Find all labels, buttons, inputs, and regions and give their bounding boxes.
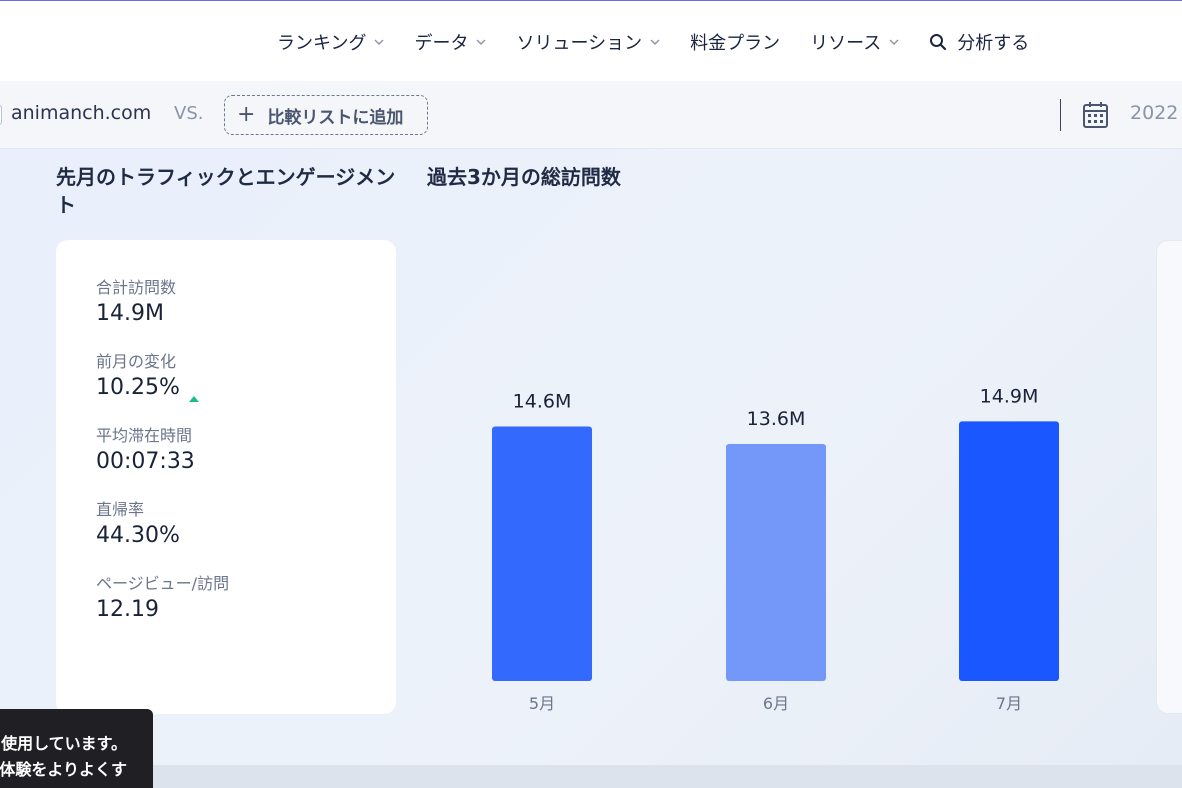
nav-item-resources[interactable]: リソース: [810, 29, 899, 55]
compare-bar: animanch.com VS. + 比較リストに追加 2022: [0, 81, 1182, 149]
bar-6月[interactable]: [726, 443, 826, 681]
nav-item-label: ランキング: [277, 32, 367, 54]
add-to-compare-label: 比較リストに追加: [267, 107, 404, 128]
search-icon: [929, 33, 947, 51]
analyze-label: 分析する: [957, 32, 1030, 54]
add-to-compare-button[interactable]: + 比較リストに追加: [224, 95, 428, 135]
stat-total-visits: 合計訪問数 14.9M: [96, 274, 176, 326]
visits-chart-title: 過去3か月の総訪問数: [427, 165, 621, 189]
stat-pages-per-visit: ページビュー/訪問 12.19: [96, 570, 229, 622]
nav-item-solutions[interactable]: ソリューション: [516, 29, 660, 55]
bar-7月[interactable]: [959, 421, 1059, 681]
top-navigation: ランキング データ ソリューション 料金プラン リソース: [0, 0, 1182, 81]
stat-value-text: 00:07:33: [96, 449, 195, 474]
nav-item-ranking[interactable]: ランキング: [277, 29, 384, 55]
bar-value-label: 14.6M: [513, 391, 572, 413]
stat-value: 44.30%: [96, 523, 180, 548]
traffic-section-title: 先月のトラフィックとエンゲージメント: [56, 165, 396, 217]
chevron-down-icon: [374, 37, 384, 47]
cookie-text-line: 体験をよりよくす: [0, 760, 127, 779]
trend-up-icon: [188, 384, 199, 402]
main-content: 先月のトラフィックとエンゲージメント 過去3か月の総訪問数 合計訪問数 14.9…: [0, 149, 1182, 765]
stat-value: 12.19: [96, 597, 229, 622]
chevron-down-icon: [650, 37, 660, 47]
x-axis-tick-label: 5月: [529, 694, 555, 713]
stat-label: 前月の変化: [96, 352, 177, 371]
nav-item-label: ソリューション: [516, 32, 643, 54]
next-card: [1156, 240, 1182, 714]
visits-bar-chart: 14.6M 5月 13.6M 6月 14.9M 7月: [427, 209, 1127, 729]
stat-label: 合計訪問数: [96, 278, 177, 297]
stat-label: 直帰率: [96, 500, 145, 519]
vs-label: VS.: [174, 103, 204, 124]
chevron-down-icon: [889, 37, 899, 47]
bar-5月[interactable]: [492, 426, 592, 681]
stat-value: 14.9M: [96, 301, 176, 326]
stat-value: 10.25%: [96, 375, 199, 402]
stat-monthly-change: 前月の変化 10.25%: [96, 348, 199, 402]
nav-menu: ランキング データ ソリューション 料金プラン リソース: [277, 1, 1029, 82]
stat-value-text: 44.30%: [96, 523, 180, 548]
footer-strip: [0, 765, 1182, 788]
plus-icon: +: [237, 102, 256, 127]
cookie-banner: 使用しています。 体験をよりよくす: [0, 709, 153, 788]
stat-value-text: 10.25%: [96, 375, 180, 400]
site-favicon: [0, 105, 2, 125]
stat-value-text: 14.9M: [96, 301, 164, 326]
bar-value-label: 14.9M: [980, 385, 1039, 407]
stat-label: 平均滞在時間: [96, 426, 193, 445]
nav-item-pricing[interactable]: 料金プラン: [690, 29, 780, 55]
x-axis-tick-label: 7月: [996, 694, 1022, 713]
stat-avg-duration: 平均滞在時間 00:07:33: [96, 422, 195, 474]
divider: [1060, 99, 1061, 131]
stat-label: ページビュー/訪問: [96, 574, 230, 593]
traffic-stats-card: 合計訪問数 14.9M 前月の変化 10.25% 平均滞在時間 00:07:33…: [56, 240, 396, 714]
x-axis-tick-label: 6月: [763, 694, 789, 713]
analyze-button[interactable]: 分析する: [929, 29, 1029, 55]
chevron-down-icon: [476, 37, 486, 47]
nav-item-label: データ: [414, 32, 469, 54]
nav-item-label: 料金プラン: [690, 32, 781, 54]
site-domain[interactable]: animanch.com: [11, 102, 152, 124]
nav-item-label: リソース: [810, 32, 882, 54]
bar-value-label: 13.6M: [747, 408, 806, 430]
calendar-icon[interactable]: [1082, 101, 1109, 129]
stat-bounce-rate: 直帰率 44.30%: [96, 496, 180, 548]
cookie-text-line: 使用しています。: [1, 734, 127, 753]
date-range[interactable]: 2022: [1130, 102, 1179, 124]
bar-chart-svg: 14.6M 5月 13.6M 6月 14.9M 7月: [492, 385, 1059, 713]
stat-value: 00:07:33: [96, 449, 195, 474]
stat-value-text: 12.19: [96, 597, 159, 622]
nav-item-data[interactable]: データ: [414, 29, 486, 55]
